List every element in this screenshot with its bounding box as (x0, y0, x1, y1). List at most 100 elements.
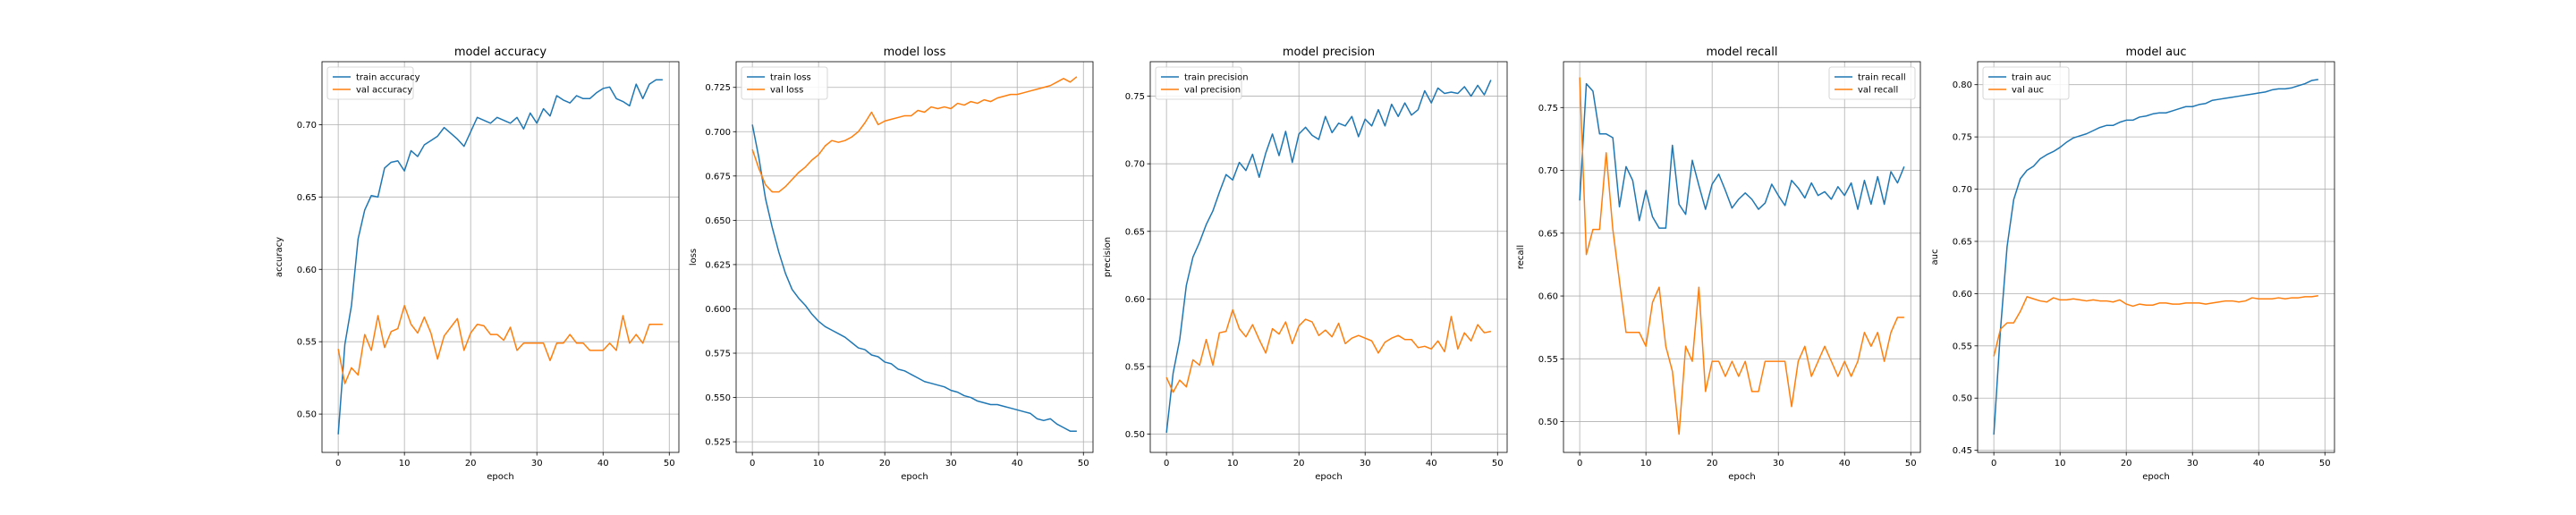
y-tick-label: 0.50 (1125, 430, 1145, 440)
x-axis-label: epoch (901, 472, 928, 482)
legend-box (1828, 66, 1916, 100)
x-tick-label: 0 (1991, 459, 1996, 469)
series-line-val (1993, 294, 2318, 357)
y-tick-label: 0.70 (297, 121, 317, 131)
chart-title: model precision (1283, 46, 1375, 59)
series-line-train (1993, 79, 2318, 435)
chart-title: model recall (1706, 46, 1777, 59)
y-tick-label: 0.600 (705, 305, 731, 315)
axes-frame (321, 61, 680, 453)
y-tick-label: 0.50 (1538, 418, 1558, 427)
x-tick-label: 10 (1227, 459, 1239, 469)
y-tick-label: 0.650 (705, 216, 731, 226)
y-tick-label: 0.675 (705, 172, 731, 182)
legend: train precision val precision (1155, 66, 1249, 100)
y-tick-label: 0.65 (1125, 227, 1145, 237)
y-axis-label: precision (1103, 237, 1113, 277)
series-line-train (1579, 82, 1905, 229)
x-tick-label: 0 (335, 459, 341, 469)
y-tick-label: 0.525 (705, 438, 731, 448)
x-tick-label: 0 (1577, 459, 1582, 469)
x-tick-label: 20 (465, 459, 477, 469)
x-axis-label: epoch (1728, 472, 1755, 482)
x-axis-label: epoch (1315, 472, 1342, 482)
y-tick-label: 0.550 (705, 393, 731, 403)
chart-panel-3: 0 10 20 30 40 50 0.50 0.55 0.60 0.65 0.70 0.75 model… (1103, 46, 1508, 482)
x-tick-label: 50 (1492, 459, 1504, 469)
legend-entry-train: train auc (2012, 73, 2051, 83)
y-tick-label: 0.575 (705, 350, 731, 359)
x-tick-label: 10 (399, 459, 411, 469)
axes-frame (1149, 61, 1508, 453)
legend-entry-val: val precision (1184, 86, 1241, 96)
x-tick-label: 30 (1360, 459, 1371, 469)
series-line-val (751, 76, 1078, 193)
chart-panel-5: 0 10 20 30 40 50 0.45 0.50 0.55 0.60 0.65 0.70 0.75 0… (1930, 46, 2335, 482)
y-axis-label: accuracy (275, 237, 284, 277)
x-tick-label: 10 (2055, 459, 2066, 469)
legend-box (326, 66, 414, 100)
y-tick-label: 0.60 (1538, 292, 1558, 302)
chart-panel-2: 0 10 20 30 40 50 0.525 0.550 0.575 0.600 0.625 0.65… (689, 46, 1094, 482)
x-axis-label: epoch (2142, 472, 2169, 482)
legend-entry-val: val accuracy (356, 86, 412, 96)
x-tick-label: 40 (2253, 459, 2265, 469)
x-tick-label: 20 (1293, 459, 1305, 469)
x-tick-label: 20 (879, 459, 891, 469)
x-tick-label: 0 (1164, 459, 1169, 469)
axes-frame (1563, 61, 1921, 453)
y-axis-label: auc (1930, 249, 1940, 266)
legend: train recall val recall (1828, 66, 1916, 100)
y-tick-label: 0.50 (297, 410, 317, 420)
legend-entry-train: train precision (1184, 73, 1249, 83)
x-tick-label: 30 (1773, 459, 1784, 469)
y-tick-label: 0.60 (297, 266, 317, 275)
y-axis-label: loss (689, 249, 699, 266)
y-tick-label: 0.625 (705, 260, 731, 270)
chart-panel-1: 0 10 20 30 40 50 0.50 0.55 0.60 0.65 0.70 model acc… (275, 46, 680, 482)
series-line-train (751, 124, 1077, 432)
legend: train accuracy val accuracy (326, 66, 420, 100)
y-tick-label: 0.80 (1953, 80, 1972, 90)
y-tick-label: 0.60 (1953, 290, 1972, 300)
x-tick-label: 40 (1426, 459, 1437, 469)
x-tick-label: 40 (1012, 459, 1023, 469)
legend-entry-train: train accuracy (356, 73, 420, 83)
chart-panel-4: 0 10 20 30 40 50 0.50 0.55 0.60 0.65 0.70 0.75 model… (1516, 46, 1921, 482)
y-tick-label: 0.45 (1953, 446, 1972, 456)
axes-frame (735, 61, 1094, 453)
y-tick-label: 0.55 (1125, 362, 1145, 372)
x-axis-label: epoch (487, 472, 513, 482)
legend: train loss val loss (741, 66, 828, 100)
y-tick-label: 0.70 (1538, 166, 1558, 176)
y-tick-label: 0.70 (1953, 185, 1972, 195)
y-tick-label: 0.70 (1125, 160, 1145, 170)
x-tick-label: 50 (1078, 459, 1089, 469)
axes-frame (1977, 61, 2335, 453)
legend-entry-val: val auc (2012, 86, 2044, 96)
y-tick-label: 0.55 (297, 338, 317, 348)
legend-box (741, 66, 828, 100)
y-tick-label: 0.700 (705, 128, 731, 138)
chart-title: model auc (2126, 46, 2187, 59)
y-tick-label: 0.65 (1538, 229, 1558, 239)
legend-entry-val: val loss (770, 86, 803, 96)
x-tick-label: 40 (597, 459, 609, 469)
x-tick-label: 40 (1839, 459, 1851, 469)
x-tick-label: 20 (1707, 459, 1718, 469)
series-line-val (1579, 77, 1904, 435)
series-line-val (337, 304, 663, 384)
x-tick-label: 50 (664, 459, 675, 469)
x-tick-label: 30 (945, 459, 957, 469)
y-tick-label: 0.65 (297, 193, 317, 203)
x-tick-label: 20 (2121, 459, 2132, 469)
series-line-train (1165, 80, 1492, 434)
y-tick-label: 0.55 (1538, 355, 1558, 365)
series-line-train (337, 79, 663, 435)
y-tick-label: 0.75 (1538, 104, 1558, 114)
chart-title: model accuracy (454, 46, 547, 59)
x-tick-label: 30 (531, 459, 543, 469)
y-axis-label: recall (1516, 245, 1526, 269)
legend-box (1155, 66, 1242, 100)
